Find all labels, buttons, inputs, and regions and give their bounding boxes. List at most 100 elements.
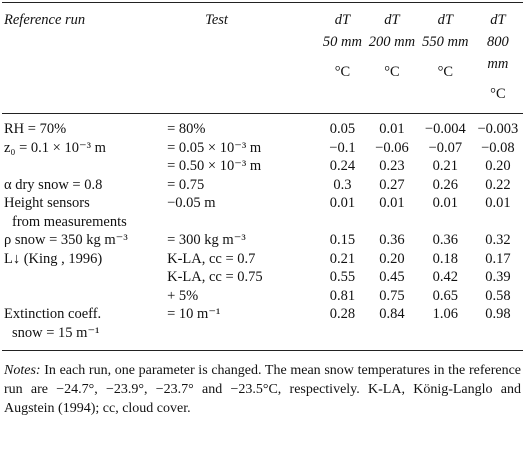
table-cell — [2, 268, 145, 287]
table-cell: 0.36 — [432, 232, 459, 248]
column-name: Test — [205, 12, 228, 28]
table-row: L↓ (King , 1996) K-LA, cc = 0.7 0.21 0.20 0.… — [2, 250, 523, 269]
table-cell: 0.36 — [379, 232, 405, 248]
notes-label: Notes: — [4, 363, 41, 378]
table-cell: −0.004 — [424, 121, 466, 137]
table-cell: Height sensors from measurements — [2, 194, 145, 231]
table-cell: K-LA, cc = 0.75 — [167, 269, 263, 285]
table-body: RH = 70% = 80% 0.05 0.01 −0.004 −0.003 z₀ = 0.… — [2, 114, 523, 351]
table-cell: −0.06 — [375, 139, 409, 156]
column-header: dT 800 mm °C — [473, 3, 523, 114]
table-cell: = 0.05 × 10⁻³ m — [167, 139, 262, 156]
table-row: z₀ = 0.1 × 10⁻³ m = 0.05 × 10⁻³ m −0.1 −0.0… — [2, 139, 523, 158]
table-cell: K-LA, cc = 0.7 — [167, 250, 256, 267]
table-cell: −0.08 — [481, 139, 515, 156]
table-cell: 0.21 — [432, 158, 459, 174]
column-unit: °C — [490, 86, 506, 102]
table-cell: 0.21 — [329, 250, 356, 267]
table-cell: 0.55 — [329, 269, 356, 285]
table-cell: 0.84 — [379, 306, 405, 322]
table-cell: 0.42 — [432, 269, 459, 285]
table-row: ρ snow = 350 kg m⁻³ = 300 kg m⁻³ 0.15 0.36 0… — [2, 231, 523, 250]
column-header: dT 200 mm °C — [366, 3, 418, 114]
table-cell: −0.003 — [477, 121, 519, 137]
table-cell: ρ snow = 350 kg m⁻³ — [4, 232, 128, 248]
table-cell: 0.98 — [485, 306, 511, 322]
data-table: Reference run Test dT 50 mm °C dT 200 mm °C dT 55… — [2, 2, 523, 351]
table-cell: 0.17 — [485, 250, 511, 267]
table-cell: −0.05 m — [167, 195, 216, 211]
table-cell: 0.75 — [379, 287, 405, 304]
table-cell: 0.81 — [329, 287, 356, 304]
table-cell: α dry snow = 0.8 — [4, 176, 103, 193]
table-cell: 0.20 — [379, 250, 405, 267]
table-cell: 0.3 — [333, 176, 352, 193]
table-cell: z₀ = 0.1 × 10⁻³ m — [4, 139, 106, 156]
column-depth: 50 mm — [322, 34, 362, 50]
table-cell: 0.01 — [329, 195, 356, 211]
table-cell: RH = 70% — [4, 121, 67, 137]
column-depth: 800 mm — [487, 34, 509, 72]
table-cell: = 10 m⁻¹ — [167, 306, 221, 322]
table-cell: L↓ (King , 1996) — [4, 250, 103, 267]
table-head: Reference run Test dT 50 mm °C dT 200 mm °C dT 55… — [2, 3, 523, 114]
column-name: dT — [490, 12, 506, 28]
column-header: dT 50 mm °C — [319, 3, 366, 114]
table-cell: 1.06 — [432, 306, 459, 322]
notes-text: In each run, one parameter is changed. T… — [4, 363, 521, 416]
table-cell: 0.22 — [485, 176, 511, 193]
table-cell: 0.01 — [379, 121, 405, 137]
table-cell: 0.15 — [329, 232, 356, 248]
table-cell: 0.32 — [485, 232, 511, 248]
notes: Notes: In each run, one parameter is cha… — [4, 361, 521, 418]
table-row: = 0.50 × 10⁻³ m 0.24 0.23 0.21 0.20 — [2, 157, 523, 176]
table-row: Height sensors from measurements −0.05 m 0.… — [2, 194, 523, 231]
table-cell — [2, 287, 145, 306]
table-cell — [2, 157, 145, 176]
cell-line: snow = 15 m⁻¹ — [12, 324, 100, 341]
table-cell: + 5% — [167, 287, 199, 304]
table-row: + 5% 0.81 0.75 0.65 0.58 — [2, 287, 523, 306]
cell-line: Height sensors — [4, 195, 90, 211]
column-name: dT — [437, 12, 453, 28]
table-cell: = 300 kg m⁻³ — [167, 232, 246, 248]
column-unit: °C — [384, 64, 400, 80]
cell-line: Extinction coeff. — [4, 306, 102, 322]
table-cell: = 0.50 × 10⁻³ m — [167, 158, 262, 174]
column-name: Reference run — [4, 12, 86, 28]
table-row: α dry snow = 0.8 = 0.75 0.3 0.27 0.26 0.22 — [2, 176, 523, 195]
table-cell: −0.07 — [428, 139, 463, 156]
column-header: Test — [145, 3, 319, 114]
cell-line: from measurements — [12, 213, 127, 230]
table-cell: = 80% — [167, 121, 206, 137]
table-cell: 0.18 — [432, 250, 459, 267]
table-cell: 0.01 — [485, 195, 511, 211]
table-cell: 0.45 — [379, 269, 405, 285]
column-unit: °C — [334, 64, 351, 80]
column-header: dT 550 mm °C — [418, 3, 473, 114]
table-cell: 0.20 — [485, 158, 511, 174]
table-row: RH = 70% = 80% 0.05 0.01 −0.004 −0.003 — [2, 114, 523, 139]
column-unit: °C — [437, 64, 454, 80]
table-cell: Extinction coeff. snow = 15 m⁻¹ — [2, 305, 145, 351]
table-cell: 0.65 — [432, 287, 459, 304]
table-cell: 0.01 — [432, 195, 459, 211]
table-cell: −0.1 — [329, 139, 356, 156]
table-cell: 0.58 — [485, 287, 511, 304]
table-row: K-LA, cc = 0.75 0.55 0.45 0.42 0.39 — [2, 268, 523, 287]
table-cell: 0.05 — [329, 121, 356, 137]
table-cell: 0.28 — [329, 306, 356, 322]
column-depth: 550 mm — [422, 34, 469, 50]
column-depth: 200 mm — [368, 34, 416, 50]
table-cell: 0.26 — [432, 176, 459, 193]
column-header: Reference run — [2, 3, 145, 114]
column-name: dT — [384, 12, 400, 28]
column-name: dT — [334, 12, 351, 28]
table-cell: 0.39 — [485, 269, 511, 285]
header-row: Reference run Test dT 50 mm °C dT 200 mm °C dT 55… — [2, 3, 523, 114]
table-cell: 0.01 — [379, 195, 405, 211]
table-row: Extinction coeff. snow = 15 m⁻¹ = 10 m⁻¹ 0.… — [2, 305, 523, 351]
table-cell: 0.24 — [329, 158, 356, 174]
table-cell: 0.23 — [379, 158, 405, 174]
